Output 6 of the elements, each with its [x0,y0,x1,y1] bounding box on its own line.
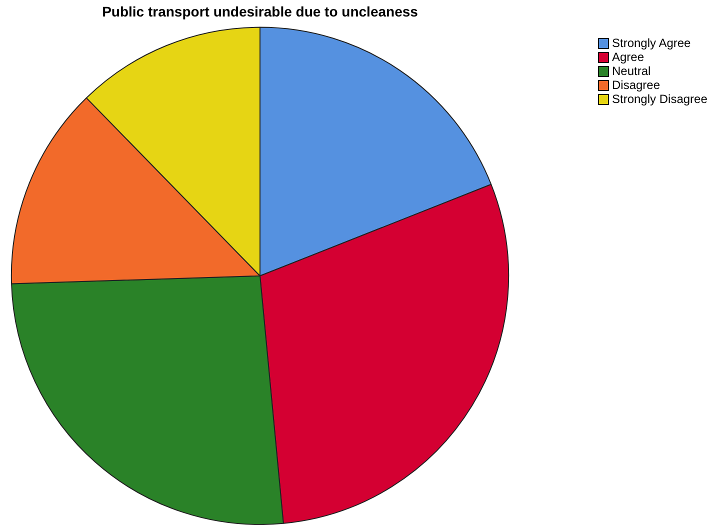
legend-label: Agree [612,50,644,64]
legend-label: Neutral [612,64,651,78]
legend-label: Strongly Agree [612,36,691,50]
legend-label: Disagree [612,78,660,92]
legend-label: Strongly Disagree [612,92,708,106]
chart-title: Public transport undesirable due to uncleaness [102,3,418,20]
